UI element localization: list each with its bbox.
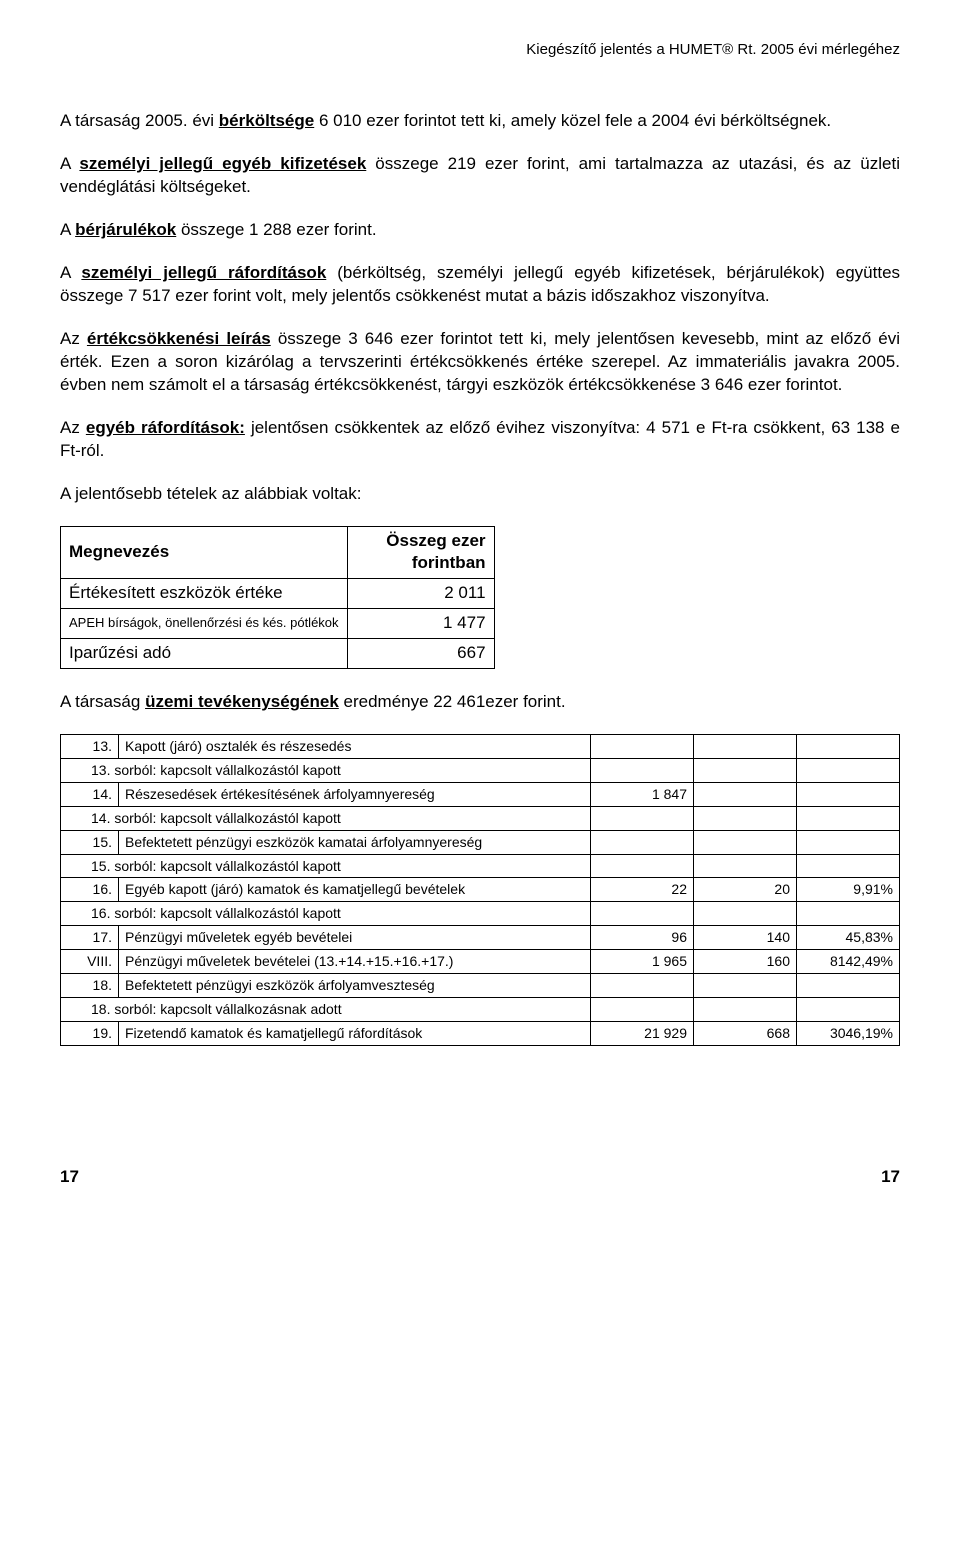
table-row-value bbox=[694, 997, 797, 1021]
table-row-value bbox=[797, 854, 900, 878]
table-row-value bbox=[694, 902, 797, 926]
table-row-number: 13. bbox=[61, 735, 119, 759]
table-row-value: 667 bbox=[347, 639, 494, 669]
table-row-value: 668 bbox=[694, 1021, 797, 1045]
table-row-desc: Befektetett pénzügyi eszközök árfolyamve… bbox=[119, 974, 591, 998]
table-row-desc: Pénzügyi műveletek bevételei (13.+14.+15… bbox=[119, 950, 591, 974]
table-row-value: 20 bbox=[694, 878, 797, 902]
text: A bbox=[60, 220, 75, 239]
footer-right: 17 bbox=[881, 1166, 900, 1189]
text: A társaság 2005. évi bbox=[60, 111, 219, 130]
term-egyeb-raforditasok: egyéb ráfordítások: bbox=[86, 418, 245, 437]
table-row-desc: Kapott (járó) osztalék és részesedés bbox=[119, 735, 591, 759]
table-row-value: 3046,19% bbox=[797, 1021, 900, 1045]
table-tetelek: Megnevezés Összeg ezer forintban Értékes… bbox=[60, 526, 495, 670]
table-row-value bbox=[797, 759, 900, 783]
term-berjarulekok: bérjárulékok bbox=[75, 220, 176, 239]
paragraph-2: A személyi jellegű egyéb kifizetések öss… bbox=[60, 153, 900, 199]
paragraph-6: Az egyéb ráfordítások: jelentősen csökke… bbox=[60, 417, 900, 463]
table-row-desc: Részesedések értékesítésének árfolyamnye… bbox=[119, 782, 591, 806]
table-row-number: 19. bbox=[61, 1021, 119, 1045]
table-row-number: 14. bbox=[61, 782, 119, 806]
text: Az bbox=[60, 329, 87, 348]
table-row-value bbox=[694, 735, 797, 759]
table-row-number: 15. bbox=[61, 830, 119, 854]
table-penzugyi: 13.Kapott (járó) osztalék és részesedés1… bbox=[60, 734, 900, 1046]
table-row-value: 8142,49% bbox=[797, 950, 900, 974]
table-row-value bbox=[797, 806, 900, 830]
table-row-label: APEH bírságok, önellenőrzési és kés. pót… bbox=[61, 609, 348, 639]
term-berkoltseg: bérköltsége bbox=[219, 111, 314, 130]
text: A bbox=[60, 263, 81, 282]
term-uzemi: üzemi tevékenységének bbox=[145, 692, 339, 711]
paragraph-1: A társaság 2005. évi bérköltsége 6 010 e… bbox=[60, 110, 900, 133]
table-row-value bbox=[694, 974, 797, 998]
table-row-number: VIII. bbox=[61, 950, 119, 974]
paragraph-4: A személyi jellegű ráfordítások (bérkölt… bbox=[60, 262, 900, 308]
term-ertekcsokkenesi: értékcsökkenési leírás bbox=[87, 329, 271, 348]
table-row-value bbox=[591, 974, 694, 998]
table-row-value bbox=[694, 854, 797, 878]
table-row-desc: Fizetendő kamatok és kamatjellegű ráford… bbox=[119, 1021, 591, 1045]
table-row-value bbox=[591, 830, 694, 854]
table-row-value: 1 965 bbox=[591, 950, 694, 974]
table-row-value: 2 011 bbox=[347, 579, 494, 609]
table-row-value bbox=[591, 806, 694, 830]
table-row-value bbox=[694, 759, 797, 783]
page-header: Kiegészítő jelentés a HUMET® Rt. 2005 év… bbox=[60, 40, 900, 60]
paragraph-8: A társaság üzemi tevékenységének eredmén… bbox=[60, 691, 900, 714]
table-row-desc: Befektetett pénzügyi eszközök kamatai ár… bbox=[119, 830, 591, 854]
table-row-number: 17. bbox=[61, 926, 119, 950]
text: eredménye 22 461ezer forint. bbox=[339, 692, 566, 711]
term-szemelyi-kifizetesek: személyi jellegű egyéb kifizetések bbox=[79, 154, 366, 173]
col-osszeg: Összeg ezer forintban bbox=[347, 526, 494, 579]
table-row-value: 1 847 bbox=[591, 782, 694, 806]
table-row-number: 18. bbox=[61, 974, 119, 998]
footer-left: 17 bbox=[60, 1166, 79, 1189]
table-row-value bbox=[797, 735, 900, 759]
table-row-value bbox=[797, 830, 900, 854]
paragraph-3: A bérjárulékok összege 1 288 ezer forint… bbox=[60, 219, 900, 242]
table-row-label: Iparűzési adó bbox=[61, 639, 348, 669]
table-row-value: 9,91% bbox=[797, 878, 900, 902]
text: 6 010 ezer forintot tett ki, amely közel… bbox=[314, 111, 831, 130]
table-row-value bbox=[591, 997, 694, 1021]
table-row-subdesc: 15. sorból: kapcsolt vállalkozástól kapo… bbox=[61, 854, 591, 878]
table-row-value bbox=[694, 806, 797, 830]
table-row-number: 16. bbox=[61, 878, 119, 902]
table-row-subdesc: 13. sorból: kapcsolt vállalkozástól kapo… bbox=[61, 759, 591, 783]
table-row-value: 1 477 bbox=[347, 609, 494, 639]
text: A társaság bbox=[60, 692, 145, 711]
table-row-value: 96 bbox=[591, 926, 694, 950]
table-row-value: 22 bbox=[591, 878, 694, 902]
table-row-value bbox=[591, 759, 694, 783]
table-row-label: Értékesített eszközök értéke bbox=[61, 579, 348, 609]
table-row-desc: Egyéb kapott (járó) kamatok és kamatjell… bbox=[119, 878, 591, 902]
text: A bbox=[60, 154, 79, 173]
term-szemelyi-raforditasok: személyi jellegű ráfordítások bbox=[81, 263, 326, 282]
table-row-value bbox=[591, 902, 694, 926]
paragraph-5: Az értékcsökkenési leírás összege 3 646 … bbox=[60, 328, 900, 397]
table-row-value bbox=[797, 902, 900, 926]
table-row-value bbox=[694, 830, 797, 854]
text: összege 1 288 ezer forint. bbox=[176, 220, 376, 239]
table-row-value bbox=[797, 974, 900, 998]
table-row-value: 160 bbox=[694, 950, 797, 974]
table-row-value bbox=[591, 854, 694, 878]
table-row-value bbox=[591, 735, 694, 759]
table-row-desc: Pénzügyi műveletek egyéb bevételei bbox=[119, 926, 591, 950]
table-row-value: 45,83% bbox=[797, 926, 900, 950]
table-row-subdesc: 18. sorból: kapcsolt vállalkozásnak adot… bbox=[61, 997, 591, 1021]
table-row-value: 21 929 bbox=[591, 1021, 694, 1045]
table-row-value: 140 bbox=[694, 926, 797, 950]
table-row-value bbox=[797, 997, 900, 1021]
text: Az bbox=[60, 418, 86, 437]
page-footer: 17 17 bbox=[60, 1166, 900, 1189]
col-megnevezes: Megnevezés bbox=[61, 526, 348, 579]
table-row-value bbox=[797, 782, 900, 806]
paragraph-7: A jelentősebb tételek az alábbiak voltak… bbox=[60, 483, 900, 506]
table-row-subdesc: 14. sorból: kapcsolt vállalkozástól kapo… bbox=[61, 806, 591, 830]
table-row-subdesc: 16. sorból: kapcsolt vállalkozástól kapo… bbox=[61, 902, 591, 926]
table-row-value bbox=[694, 782, 797, 806]
